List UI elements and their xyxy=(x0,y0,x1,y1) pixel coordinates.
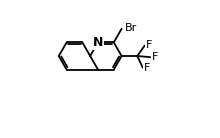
Text: F: F xyxy=(143,63,150,73)
Text: N: N xyxy=(93,36,103,49)
Text: F: F xyxy=(145,40,152,50)
Text: F: F xyxy=(152,52,158,62)
Text: Br: Br xyxy=(125,23,137,33)
